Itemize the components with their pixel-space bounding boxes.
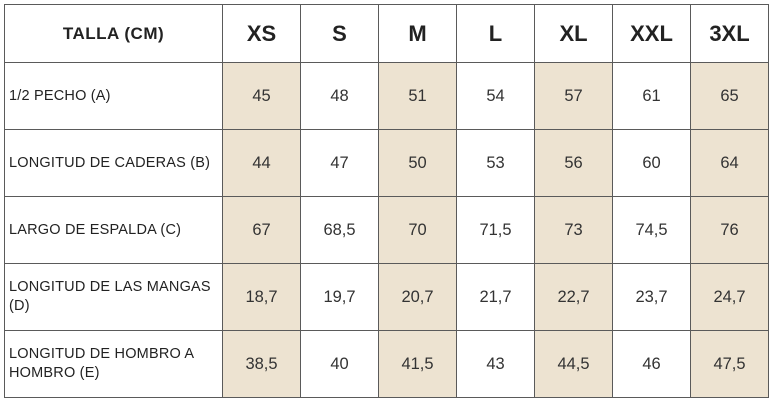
- table-cell: 24,7: [690, 263, 769, 331]
- table-row: LARGO DE ESPALDA (C) 67 68,5 70 71,5 73 …: [4, 196, 769, 264]
- table-cell: 45: [222, 62, 301, 130]
- table-cell: 53: [456, 129, 535, 197]
- table-cell: 74,5: [612, 196, 691, 264]
- table-cell: 18,7: [222, 263, 301, 331]
- table-row: LONGITUD DE HOMBRO A HOMBRO (E) 38,5 40 …: [4, 330, 769, 398]
- header-row: TALLA (CM) XS S M L XL XXL 3XL: [4, 4, 769, 63]
- size-header-l: L: [456, 4, 535, 63]
- table-cell: 73: [534, 196, 613, 264]
- row-label-shoulder-width: LONGITUD DE HOMBRO A HOMBRO (E): [4, 330, 223, 398]
- table-cell: 41,5: [378, 330, 457, 398]
- table-cell: 50: [378, 129, 457, 197]
- row-label-hips: LONGITUD DE CADERAS (B): [4, 129, 223, 197]
- table-cell: 46: [612, 330, 691, 398]
- table-cell: 71,5: [456, 196, 535, 264]
- table-cell: 61: [612, 62, 691, 130]
- row-label-back-length: LARGO DE ESPALDA (C): [4, 196, 223, 264]
- table-cell: 48: [300, 62, 379, 130]
- table-cell: 64: [690, 129, 769, 197]
- table-cell: 23,7: [612, 263, 691, 331]
- table-cell: 76: [690, 196, 769, 264]
- table-cell: 44,5: [534, 330, 613, 398]
- table-cell: 38,5: [222, 330, 301, 398]
- table-cell: 22,7: [534, 263, 613, 331]
- table-cell: 43: [456, 330, 535, 398]
- table-cell: 47,5: [690, 330, 769, 398]
- size-header-3xl: 3XL: [690, 4, 769, 63]
- table-cell: 68,5: [300, 196, 379, 264]
- table-cell: 65: [690, 62, 769, 130]
- table-cell: 70: [378, 196, 457, 264]
- table-row: LONGITUD DE LAS MANGAS (D) 18,7 19,7 20,…: [4, 263, 769, 331]
- size-header-s: S: [300, 4, 379, 63]
- size-header-xs: XS: [222, 4, 301, 63]
- table-cell: 20,7: [378, 263, 457, 331]
- table-row: LONGITUD DE CADERAS (B) 44 47 50 53 56 6…: [4, 129, 769, 197]
- table-cell: 67: [222, 196, 301, 264]
- size-header-xxl: XXL: [612, 4, 691, 63]
- table-cell: 44: [222, 129, 301, 197]
- size-header-label: TALLA (CM): [4, 4, 223, 63]
- row-label-sleeve-length: LONGITUD DE LAS MANGAS (D): [4, 263, 223, 331]
- table-cell: 21,7: [456, 263, 535, 331]
- table-cell: 19,7: [300, 263, 379, 331]
- size-chart-table: TALLA (CM) XS S M L XL XXL 3XL 1/2 PECHO…: [4, 4, 769, 398]
- table-cell: 47: [300, 129, 379, 197]
- table-cell: 54: [456, 62, 535, 130]
- size-header-xl: XL: [534, 4, 613, 63]
- table-row: 1/2 PECHO (A) 45 48 51 54 57 61 65: [4, 62, 769, 130]
- table-cell: 40: [300, 330, 379, 398]
- table-cell: 56: [534, 129, 613, 197]
- row-label-chest: 1/2 PECHO (A): [4, 62, 223, 130]
- size-header-m: M: [378, 4, 457, 63]
- table-cell: 57: [534, 62, 613, 130]
- table-cell: 51: [378, 62, 457, 130]
- table-cell: 60: [612, 129, 691, 197]
